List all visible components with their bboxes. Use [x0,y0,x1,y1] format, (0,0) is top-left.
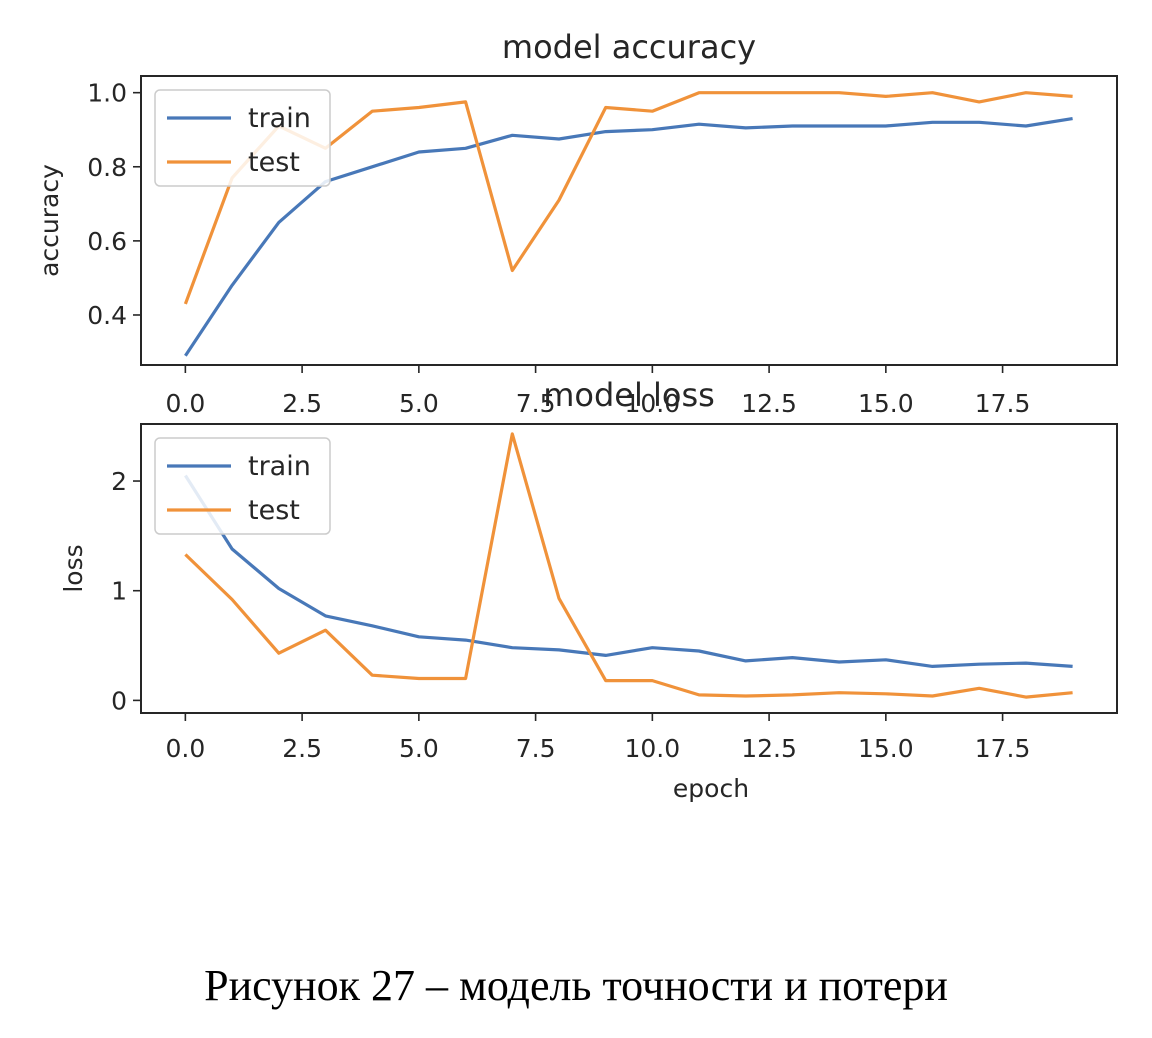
loss-legend-label-test: test [248,495,300,526]
loss-xtick-label: 2.5 [282,734,322,763]
figure-caption: Рисунок 27 – модель точности и потери [204,961,948,1010]
accuracy-ytick-label: 0.6 [87,227,127,256]
accuracy-xtick-label: 5.0 [399,389,439,418]
accuracy-ytick-label: 0.8 [87,153,127,182]
loss-axes-frame [140,423,1118,714]
loss-xtick-label: 12.5 [741,734,797,763]
accuracy-series-train [184,117,1073,357]
loss-ytick-label: 0 [111,686,127,715]
accuracy-xtick-label: 17.5 [975,389,1031,418]
loss-xtick-label: 7.5 [516,734,556,763]
loss-xtick-label: 17.5 [975,734,1031,763]
accuracy-series-test [183,91,1073,305]
accuracy-legend-label-train: train [248,103,311,134]
figure: 0.0 2.5 5.0 7.5 10.0 12.5 15.0 17.50.40.60.81.0… [35,28,1118,803]
accuracy-ytick-label: 0.4 [87,301,127,330]
loss-ytick-label: 2 [111,467,127,496]
accuracy-chart-title: model accuracy [502,28,756,66]
loss-xtick-label: 5.0 [399,734,439,763]
accuracy-xtick-label: 7.5 [516,389,556,418]
accuracy-xtick-label: 15.0 [858,389,914,418]
loss-legend-label-train: train [248,451,311,482]
loss-series-test [184,432,1073,699]
accuracy-legend-label-test: test [248,147,300,178]
loss-y-axis-label: loss [59,544,88,592]
accuracy-axes-frame [140,75,1118,366]
loss-x-axis-label: epoch [673,774,749,803]
loss-series-train [184,474,1073,669]
accuracy-y-axis-label: accuracy [35,164,64,277]
loss-ytick-label: 1 [111,577,127,606]
accuracy-ytick-label: 1.0 [87,79,127,108]
accuracy-xtick-label: 2.5 [282,389,322,418]
accuracy-xtick-label: 12.5 [741,389,797,418]
accuracy-xtick-label: 10.0 [625,389,681,418]
loss-xtick-label: 10.0 [625,734,681,763]
loss-xtick-label: 0.0 [165,734,205,763]
loss-chart-title: model loss [543,376,715,414]
accuracy-xtick-label: 0.0 [165,389,205,418]
loss-xtick-label: 15.0 [858,734,914,763]
